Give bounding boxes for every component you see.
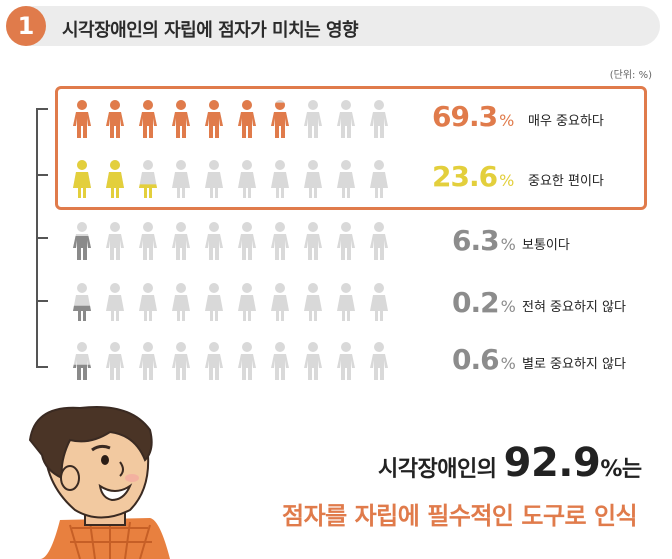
value-label-row-1: 69.3% (432, 100, 514, 133)
unit-note: (단위: %) (609, 70, 652, 81)
pictograph-row-3 (73, 222, 388, 260)
person-icon (271, 222, 289, 260)
bracket-tick (36, 300, 48, 302)
person-icon (106, 283, 124, 321)
bracket-tick (36, 108, 48, 110)
person-icon (106, 222, 124, 260)
category-label-row-1: 매우 중요하다 (528, 114, 604, 129)
person-icon (238, 222, 256, 260)
person-icon (139, 222, 157, 260)
person-icon (337, 222, 355, 260)
value-label-row-4: 0.2% (452, 286, 516, 319)
value-label-row-2: 23.6% (432, 160, 514, 193)
person-icon (304, 342, 322, 380)
value-label-row-5: 0.6% (452, 343, 516, 376)
category-label-row-5: 별로 중요하지 않다 (522, 357, 626, 372)
person-icon (271, 342, 289, 380)
section-number-badge: 1 (6, 6, 46, 46)
person-icon (172, 283, 190, 321)
pictograph-row-4 (73, 283, 388, 321)
person-icon (370, 283, 388, 321)
person-icon (304, 222, 322, 260)
person-icon (238, 283, 256, 321)
person-icon (172, 222, 190, 260)
bracket-tick (36, 237, 48, 239)
person-icon (337, 283, 355, 321)
person-icon (271, 283, 289, 321)
pictograph-row-5 (73, 342, 388, 380)
person-icon (106, 342, 124, 380)
page-title: 시각장애인의 자립에 점자가 미치는 영향 (62, 20, 359, 41)
person-icon (139, 283, 157, 321)
person-icon (205, 342, 223, 380)
highlight-box (55, 86, 647, 210)
bracket-tick (36, 366, 48, 368)
summary-line-1: 시각장애인의 92.9%는 (378, 440, 642, 486)
person-icon (337, 342, 355, 380)
person-icon (370, 222, 388, 260)
person-icon (205, 283, 223, 321)
person-icon (73, 283, 91, 321)
summary-line-2: 점자를 자립에 필수적인 도구로 인식 (282, 502, 638, 530)
person-illustration (28, 406, 170, 559)
header-bar (6, 6, 660, 46)
category-label-row-3: 보통이다 (522, 238, 570, 253)
person-icon (139, 342, 157, 380)
bracket-tick (36, 174, 48, 176)
person-icon (205, 222, 223, 260)
person-icon (73, 222, 91, 260)
person-icon (73, 342, 91, 380)
person-icon (172, 342, 190, 380)
value-label-row-3: 6.3% (452, 224, 516, 257)
category-label-row-4: 전혀 중요하지 않다 (522, 300, 626, 315)
category-label-row-2: 중요한 편이다 (528, 174, 604, 189)
person-icon (304, 283, 322, 321)
person-icon (238, 342, 256, 380)
person-icon (370, 342, 388, 380)
